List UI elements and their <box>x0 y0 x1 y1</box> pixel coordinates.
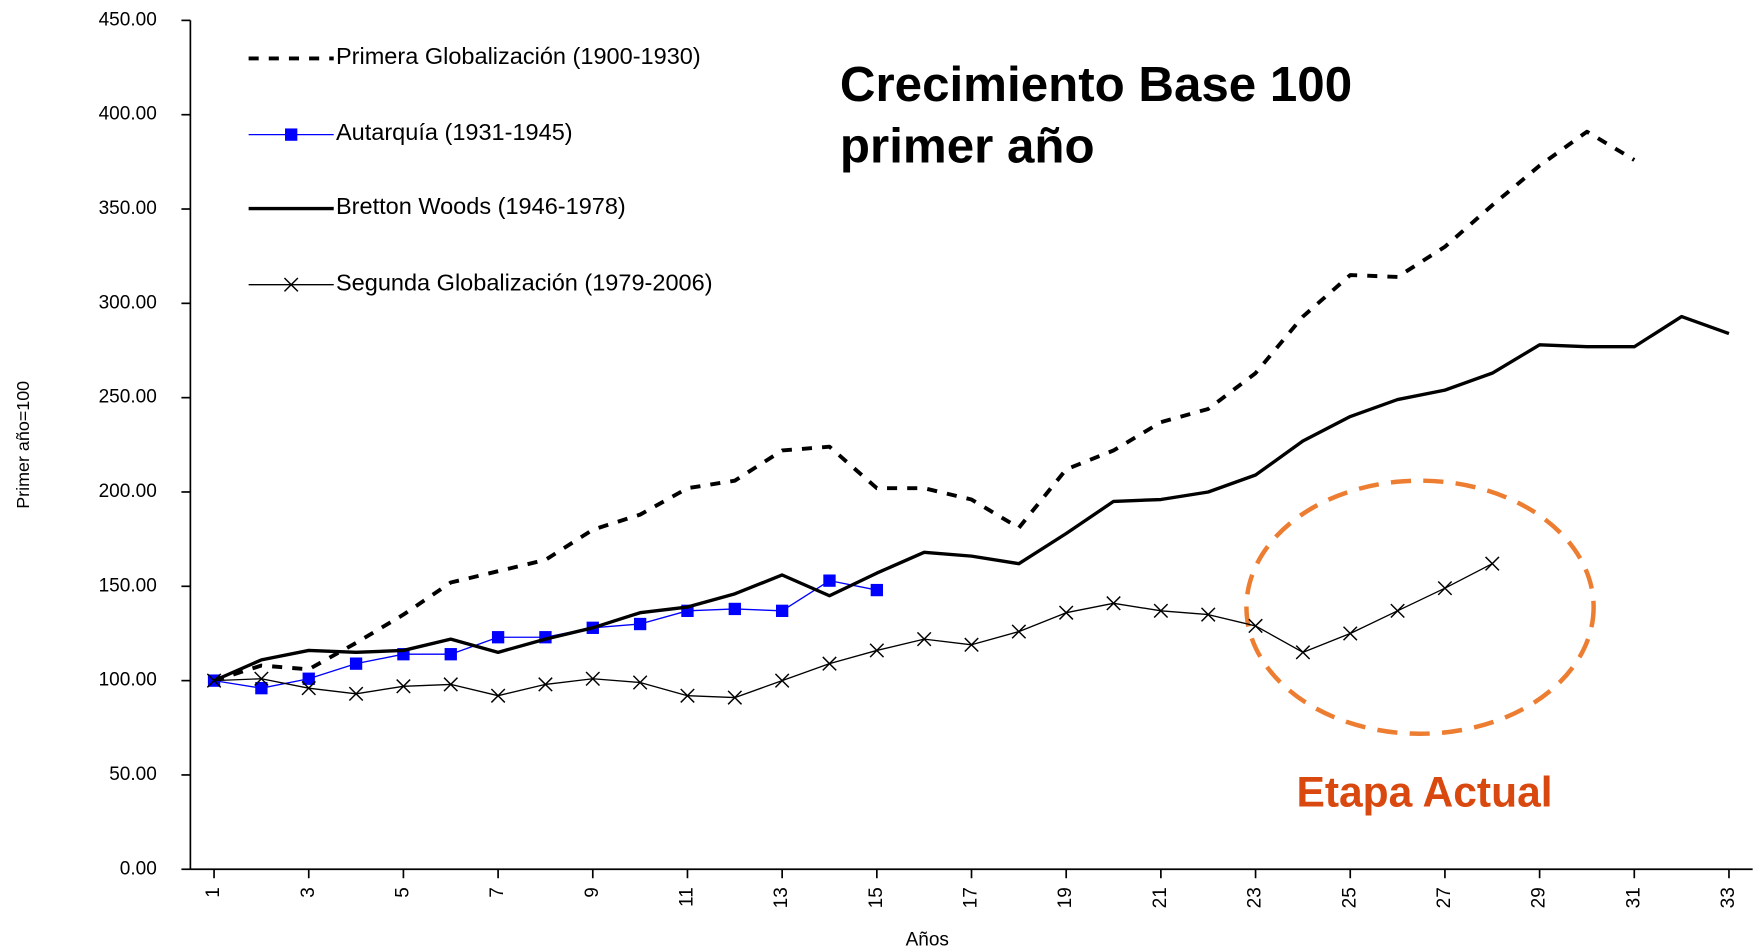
data-point <box>1295 645 1311 660</box>
legend-entry: Segunda Globalización (1979-2006) <box>335 270 713 296</box>
data-point <box>823 574 836 587</box>
x-tick-label: 27 <box>1434 887 1455 908</box>
legend-marker <box>285 128 298 141</box>
legend-entry: Primera Globalización (1900-1930) <box>335 43 701 70</box>
x-tick-label: 7 <box>487 887 508 898</box>
data-point <box>490 688 506 703</box>
data-point <box>1153 603 1169 619</box>
x-tick-label: 1 <box>203 887 224 898</box>
data-point <box>822 656 837 671</box>
chart-title: Crecimiento Base 100 primer año <box>840 54 1467 177</box>
data-point <box>1390 603 1405 619</box>
data-point <box>727 690 743 705</box>
data-point <box>255 682 268 695</box>
data-point <box>1058 605 1074 620</box>
x-tick-label: 9 <box>582 887 603 898</box>
x-tick-label: 5 <box>392 887 413 898</box>
data-point <box>1106 596 1121 611</box>
legend-label: Primera Globalización (1900-1930) <box>335 43 701 70</box>
data-point <box>302 672 315 685</box>
data-point <box>869 643 885 658</box>
title-line: Crecimiento Base 100 <box>839 57 1353 113</box>
title-line: primer año <box>839 118 1095 174</box>
y-tick-label: 200.00 <box>99 481 157 502</box>
data-point <box>1343 626 1358 641</box>
data-point <box>348 686 364 702</box>
x-tick-label: 29 <box>1529 887 1550 908</box>
data-point <box>728 602 741 616</box>
x-tick-label: 13 <box>771 887 792 908</box>
y-tick-label: 400.00 <box>99 104 157 125</box>
x-tick-label: 23 <box>1245 887 1266 908</box>
legend-label: Bretton Woods (1946-1978) <box>335 193 626 220</box>
y-axis-label: Primer año=100 <box>13 381 33 509</box>
x-tick-label: 19 <box>1055 887 1076 908</box>
legend-label: Autarquía (1931-1945) <box>335 120 573 146</box>
x-tick-label: 25 <box>1339 887 1360 908</box>
x-tick-label: 15 <box>866 887 887 908</box>
x-tick-label: 17 <box>961 887 982 908</box>
y-tick-label: 300.00 <box>99 292 157 313</box>
data-point <box>632 675 648 690</box>
data-point <box>206 673 222 688</box>
data-point <box>1200 607 1216 622</box>
data-point <box>254 671 269 686</box>
series-line <box>213 129 1636 683</box>
data-point <box>396 679 411 694</box>
highlight-ellipse <box>1244 478 1596 736</box>
data-point <box>916 631 932 647</box>
y-tick-label: 0.00 <box>120 858 157 879</box>
series-line <box>213 314 1730 683</box>
data-point <box>538 677 553 692</box>
y-tick-label: 50.00 <box>109 764 157 785</box>
data-point <box>585 671 601 686</box>
data-point <box>775 604 789 617</box>
data-point <box>1011 624 1027 639</box>
data-point <box>349 657 363 670</box>
data-point <box>444 648 457 661</box>
data-point <box>1248 618 1263 634</box>
y-tick-label: 100.00 <box>99 670 157 691</box>
data-point <box>964 637 979 653</box>
legend-entry: Bretton Woods (1946-1978) <box>335 193 626 220</box>
data-point <box>680 688 695 703</box>
x-axis-label: Años <box>906 929 949 949</box>
data-point <box>633 617 647 631</box>
legend-marker <box>283 277 299 292</box>
data-point <box>774 673 790 688</box>
series-line <box>214 563 1493 699</box>
data-point <box>870 583 883 597</box>
y-tick-label: 250.00 <box>99 387 157 408</box>
title-box: Crecimiento Base 100 primer año <box>840 54 1467 177</box>
y-tick-label: 350.00 <box>99 198 157 219</box>
x-tick-label: 3 <box>298 887 319 898</box>
annotation: Etapa Actual <box>1296 769 1552 817</box>
x-tick-label: 21 <box>1150 887 1171 908</box>
data-point <box>1437 580 1453 596</box>
legend-entry: Autarquía (1931-1945) <box>335 120 573 146</box>
legend-label: Segunda Globalización (1979-2006) <box>335 270 713 296</box>
y-tick-label: 450.00 <box>99 9 157 30</box>
data-point <box>443 677 458 692</box>
data-point <box>1485 556 1500 571</box>
x-tick-label: 11 <box>676 887 697 907</box>
y-tick-label: 150.00 <box>99 575 157 596</box>
x-tick-label: 31 <box>1623 887 1644 908</box>
x-tick-label: 33 <box>1718 887 1739 908</box>
data-point <box>301 680 316 696</box>
data-point <box>491 631 505 644</box>
